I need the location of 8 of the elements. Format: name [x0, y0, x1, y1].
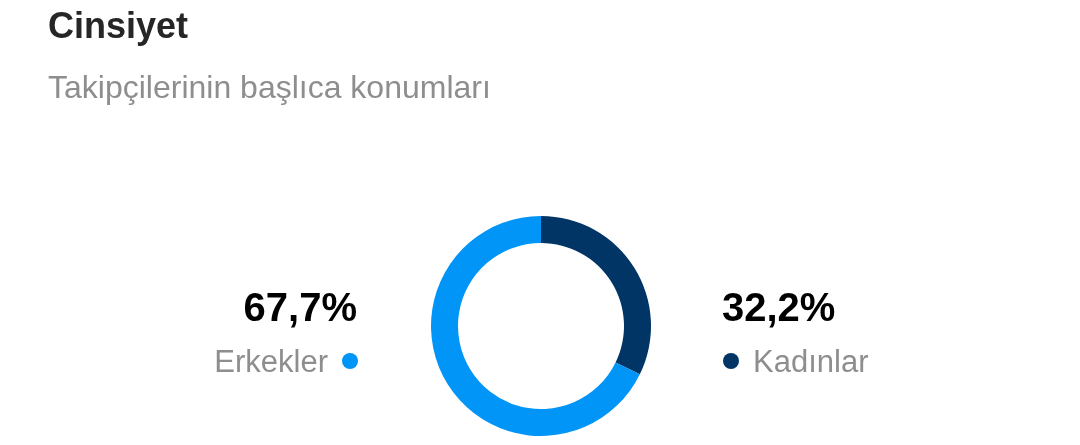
- legend-label: Kadınlar: [753, 344, 869, 379]
- donut-slice: [431, 216, 640, 436]
- data-label: 32,2%: [722, 285, 836, 329]
- chart-subtitle: Takipçilerinin başlıca konumları: [48, 69, 491, 105]
- data-label: 67,7%: [243, 285, 357, 329]
- slice-label: Erkekler: [214, 344, 328, 379]
- donut-slice: [541, 216, 651, 375]
- chart-title: Cinsiyet: [48, 5, 189, 46]
